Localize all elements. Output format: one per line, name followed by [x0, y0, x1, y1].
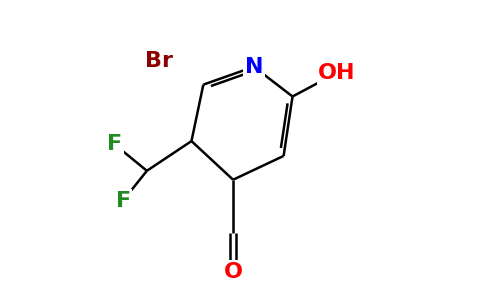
Text: Br: Br — [145, 51, 173, 71]
Text: F: F — [106, 134, 122, 154]
Text: OH: OH — [318, 63, 356, 83]
Text: F: F — [116, 190, 131, 211]
Text: N: N — [244, 57, 263, 77]
Text: O: O — [224, 262, 242, 282]
